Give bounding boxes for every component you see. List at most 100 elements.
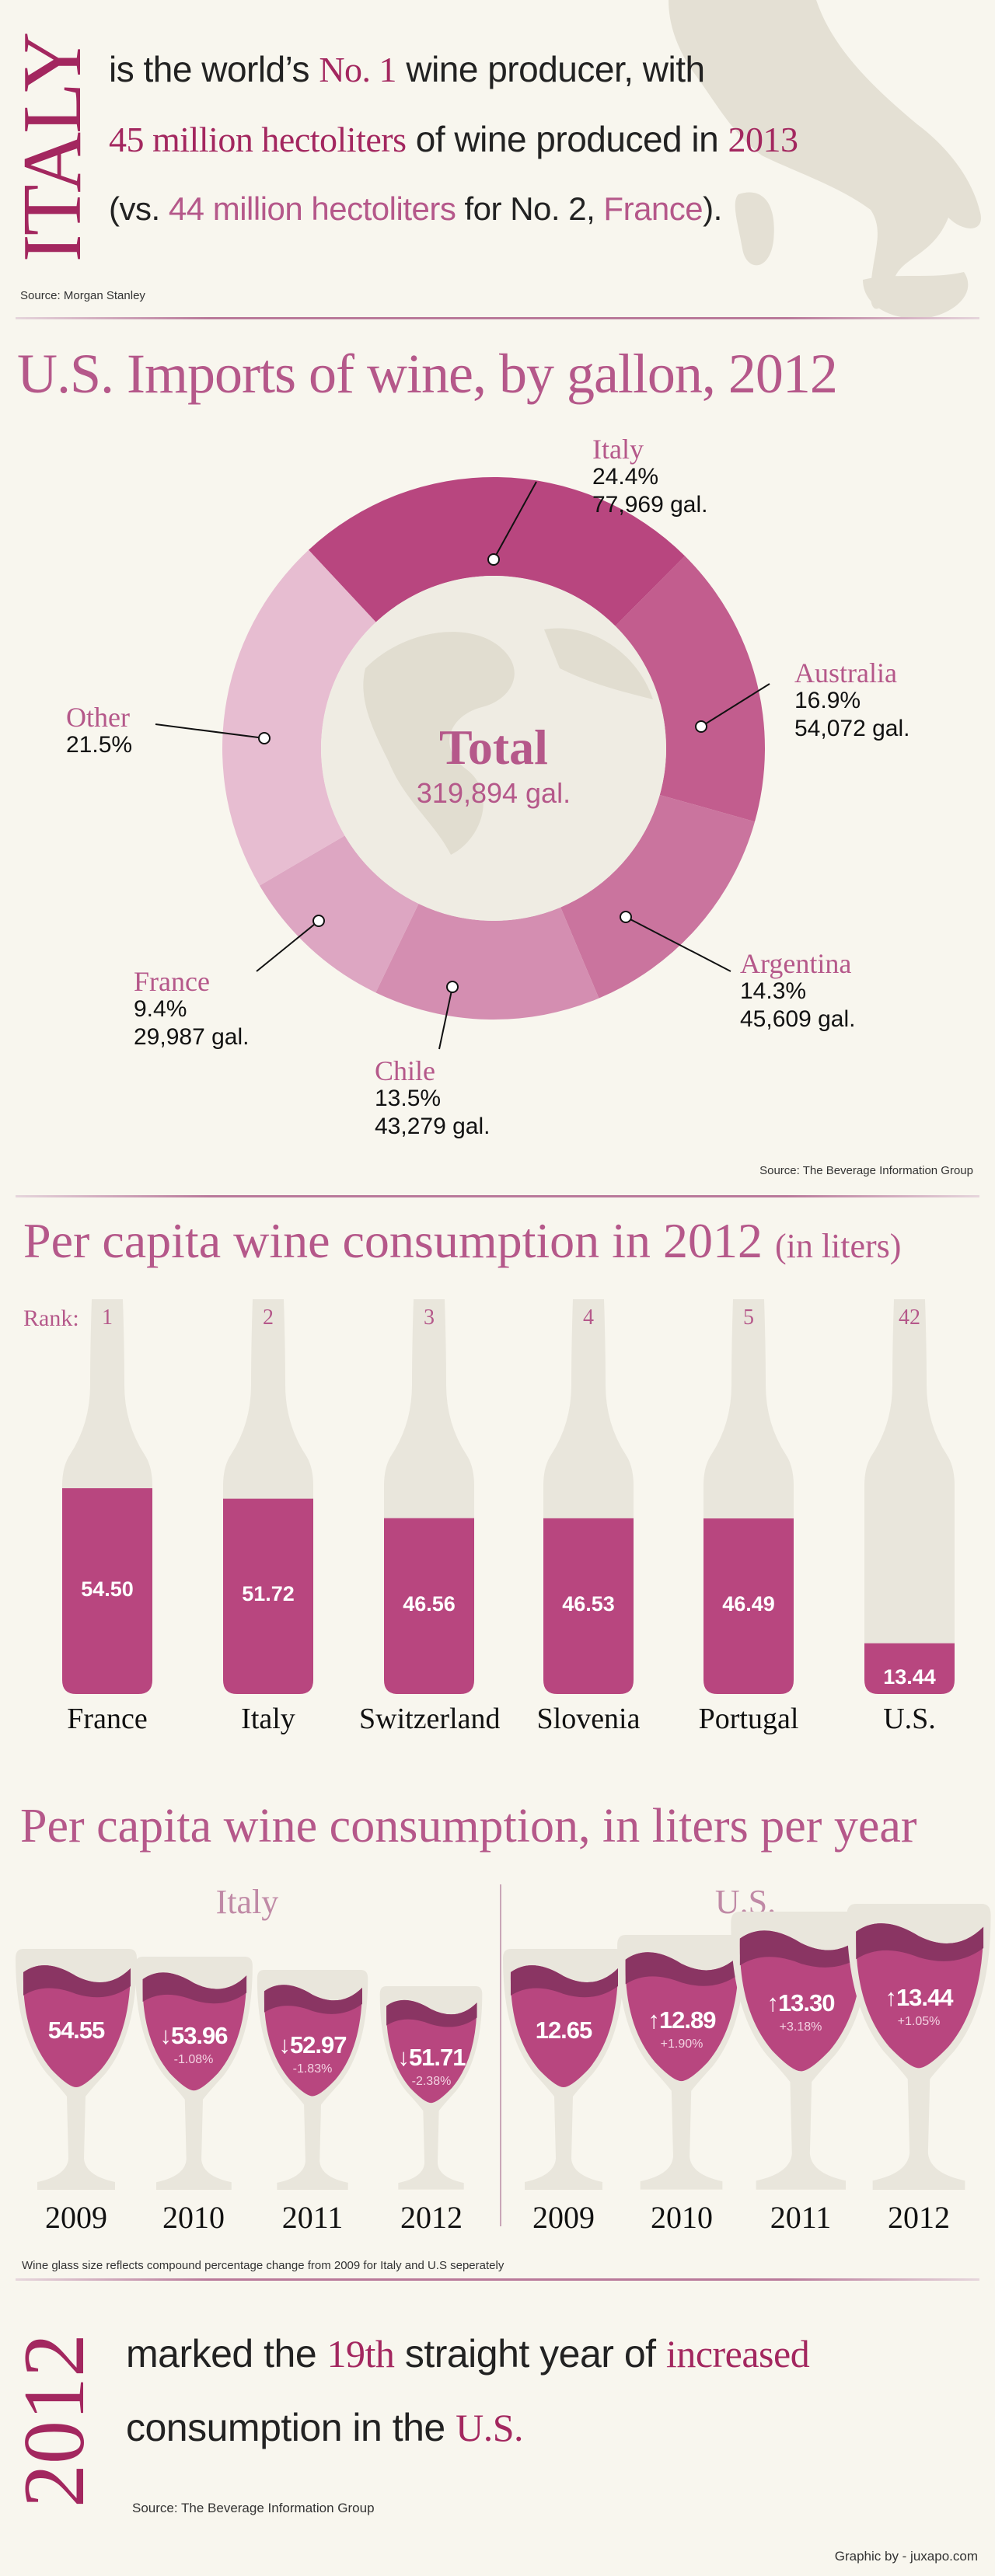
header-line-2: 45 million hectoliters of wine produced … bbox=[109, 118, 798, 160]
highlight: increased bbox=[665, 2332, 810, 2376]
bottle-value-label: 46.49 bbox=[722, 1592, 775, 1616]
glass-value-text: 51.71 bbox=[408, 2043, 466, 2071]
globe-land bbox=[363, 628, 653, 855]
year-label: 2009 bbox=[45, 2200, 107, 2235]
glass-change-label: -1.08% bbox=[173, 2053, 214, 2067]
text: of wine produced in bbox=[406, 119, 728, 159]
text: straight year of bbox=[394, 2332, 666, 2376]
slice-gal: 43,279 gal. bbox=[375, 1114, 491, 1139]
country-label: U.S. bbox=[883, 1703, 936, 1735]
glass-change-label: -1.83% bbox=[292, 2062, 333, 2076]
arrow-down-icon: ↓ bbox=[278, 2031, 290, 2059]
year-label: 2009 bbox=[532, 2200, 595, 2235]
graphic-credit: Graphic by - juxapo.com bbox=[834, 2549, 978, 2564]
leader-dots bbox=[258, 553, 707, 993]
footer-line-2: consumption in the U.S. bbox=[126, 2405, 524, 2450]
yearly-footnote: Wine glass size reflects compound percen… bbox=[22, 2259, 504, 2272]
slice-label-other: Other 21.5% bbox=[66, 703, 132, 759]
rank-number: 3 bbox=[424, 1305, 435, 1330]
year-label: 2010 bbox=[651, 2200, 713, 2235]
italy-map-silhouette bbox=[669, 0, 981, 319]
divider bbox=[16, 2278, 979, 2281]
bottle-icon bbox=[864, 1299, 955, 1694]
donut-slice-italy bbox=[308, 477, 686, 626]
divider bbox=[16, 1195, 979, 1197]
slice-label-italy: Italy 24.4% 77,969 gal. bbox=[592, 435, 707, 519]
text: is the world’s bbox=[109, 49, 319, 89]
wine-glass-italy-2010: ↓53.96 -1.08% bbox=[134, 1957, 254, 2190]
glass-change-label: +1.90% bbox=[660, 2037, 703, 2051]
wine-glass-us-2011: ↑13.30 +3.18% bbox=[729, 1912, 873, 2190]
text: wine producer, with bbox=[396, 49, 705, 89]
header-line-1: is the world’s No. 1 wine producer, with bbox=[109, 48, 705, 90]
slice-pct: 14.3% bbox=[740, 978, 807, 1004]
slice-gal: 54,072 gal. bbox=[794, 716, 910, 741]
glass-value-label: 54.55 bbox=[14, 2017, 138, 2044]
wine-glass-us-2010: ↑12.89 +1.90% bbox=[616, 1935, 747, 2190]
glass-value-text: 54.55 bbox=[47, 2016, 106, 2044]
slice-pct: 9.4% bbox=[134, 996, 187, 1022]
donut-slice-argentina bbox=[560, 794, 756, 999]
slice-label-australia: Australia 16.9% 54,072 gal. bbox=[794, 659, 909, 743]
wine-glass-italy-2012: ↓51.71 -2.38% bbox=[379, 1986, 484, 2190]
header-source: Source: Morgan Stanley bbox=[20, 289, 145, 302]
bottle-fill-bar bbox=[223, 1498, 313, 1694]
italy-vertical-title: ITALY bbox=[6, 33, 99, 263]
wine-glass-us-2012: ↑13.44 +1.05% bbox=[845, 1903, 993, 2190]
text: consumption in the bbox=[126, 2406, 456, 2449]
rank-label: Rank: bbox=[23, 1305, 79, 1331]
year-label: 2012 bbox=[888, 2200, 950, 2235]
slice-pct: 16.9% bbox=[794, 688, 861, 713]
donut-total-label: Total bbox=[439, 720, 548, 775]
highlight: No. 1 bbox=[319, 50, 397, 89]
text: for No. 2, bbox=[456, 190, 604, 227]
bottle-icon bbox=[703, 1299, 794, 1694]
rank-number: 4 bbox=[583, 1305, 594, 1330]
glass-value-label: 12.65 bbox=[501, 2017, 626, 2044]
slice-gal: 77,969 gal. bbox=[592, 492, 708, 518]
highlight: 2013 bbox=[728, 120, 799, 159]
slice-pct: 21.5% bbox=[66, 732, 133, 758]
donut-slice-chile bbox=[375, 903, 599, 1020]
glass-change-label: -2.38% bbox=[411, 2074, 452, 2088]
glass-value-text: 12.65 bbox=[535, 2016, 593, 2044]
bottle-value-label: 51.72 bbox=[242, 1582, 295, 1606]
glass-value-text: 52.97 bbox=[289, 2031, 347, 2059]
glass-value-text: 12.89 bbox=[658, 2006, 717, 2034]
wine-glass-icon bbox=[134, 1957, 253, 2190]
glass-value-label: ↑13.30 bbox=[729, 1989, 873, 2017]
leader-lines bbox=[155, 481, 770, 1050]
glass-value-text: 13.44 bbox=[896, 1983, 954, 2011]
wine-glass-icon bbox=[617, 1935, 746, 2190]
bottle-value-label: 46.53 bbox=[562, 1591, 615, 1616]
wine-glass-us-2009: 12.65 bbox=[501, 1949, 626, 2190]
arrow-down-icon: ↓ bbox=[159, 2022, 171, 2050]
text: ). bbox=[703, 190, 722, 227]
glass-value-label: ↓51.71 bbox=[379, 2044, 484, 2072]
slice-gal: 29,987 gal. bbox=[134, 1024, 250, 1050]
imports-source: Source: The Beverage Information Group bbox=[759, 1164, 973, 1177]
year-label: 2010 bbox=[162, 2200, 225, 2235]
country-label: Slovenia bbox=[536, 1703, 641, 1735]
wine-glass-icon bbox=[257, 1969, 368, 2190]
bottle-fill-bar bbox=[384, 1518, 474, 1694]
text: marked the bbox=[126, 2332, 327, 2376]
slice-name: France bbox=[134, 966, 210, 997]
bottle-value-label: 13.44 bbox=[883, 1665, 936, 1689]
wine-glass-italy-2009: 54.55 bbox=[14, 1949, 138, 2190]
imports-title: U.S. Imports of wine, by gallon, 2012 bbox=[17, 343, 838, 405]
bottle-fill-bar bbox=[703, 1518, 794, 1694]
donut-slice-france bbox=[259, 835, 419, 993]
header-line-3: (vs. 44 million hectoliters for No. 2, F… bbox=[109, 190, 722, 228]
year-vertical-title: 2012 bbox=[6, 2334, 103, 2508]
title-text: Per capita wine consumption in 2012 bbox=[23, 1213, 763, 1268]
rank-number: 42 bbox=[899, 1305, 920, 1330]
country-label: Portugal bbox=[698, 1703, 799, 1735]
donut-slice-other bbox=[222, 549, 376, 886]
bottle-icon bbox=[223, 1299, 313, 1694]
bottle-icon bbox=[62, 1299, 152, 1694]
arrow-up-icon: ↑ bbox=[885, 1983, 896, 2011]
wine-glass-icon bbox=[730, 1912, 871, 2190]
donut-total-value: 319,894 gal. bbox=[416, 777, 571, 809]
glass-value-label: ↓52.97 bbox=[256, 2031, 369, 2059]
